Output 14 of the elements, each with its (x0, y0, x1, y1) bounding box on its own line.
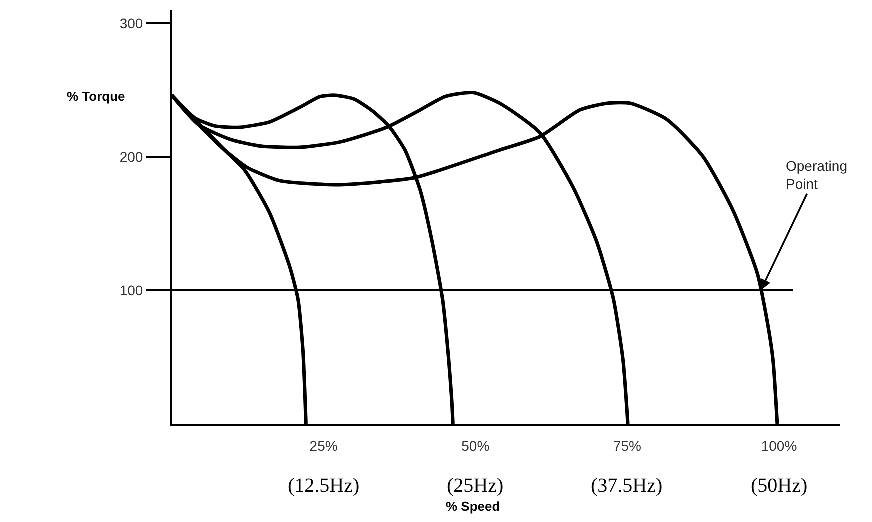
text: (50Hz) (751, 475, 808, 497)
x-tick-label: 25% (310, 438, 338, 454)
annotation: Operating Point (786, 158, 848, 192)
y-tick-label: 300 (120, 15, 144, 32)
x-tick-label: 50% (462, 438, 490, 454)
x-tick-label: 100% (761, 438, 798, 454)
text: (12.5Hz) (288, 475, 360, 497)
x-tick-label: 75% (613, 438, 642, 454)
y-tick-label: 100 (120, 282, 144, 298)
x-axis-title: % Speed (446, 499, 500, 514)
text: (37.5Hz) (591, 475, 663, 497)
y-axis-title: % Torque (67, 89, 126, 104)
text: (25Hz) (447, 475, 504, 497)
y-tick-label: 200 (120, 148, 144, 165)
